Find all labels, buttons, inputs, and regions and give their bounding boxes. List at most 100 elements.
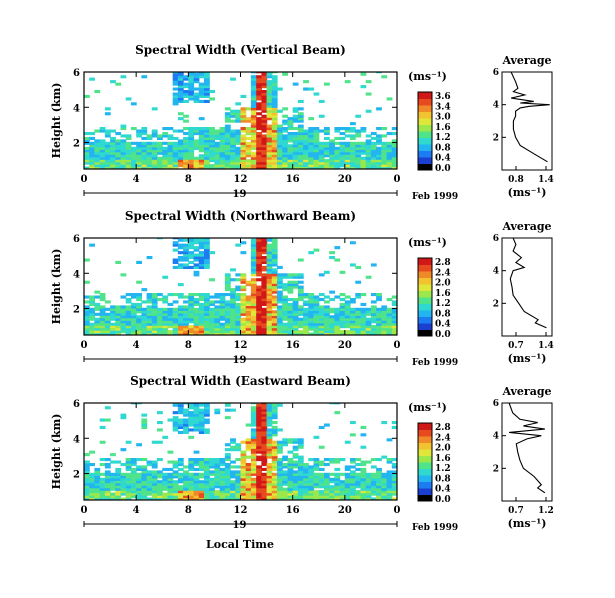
heatmap-cell [271, 97, 278, 101]
heatmap-cell [250, 428, 257, 432]
heatmap-cell [84, 151, 90, 155]
heatmap-cell [277, 134, 283, 138]
heatmap-cell [104, 144, 111, 148]
heatmap-cell [350, 465, 356, 469]
heatmap-cell [277, 330, 283, 334]
heatmap-cell [162, 320, 169, 324]
heatmap-cell [287, 139, 294, 143]
heatmap-cell [204, 156, 210, 160]
heatmap-cell [381, 312, 388, 316]
heatmap-cell [271, 497, 278, 500]
heatmap-cell [172, 156, 179, 160]
heatmap-cell [271, 310, 278, 314]
heatmap-cell [261, 243, 268, 247]
heatmap-cell [198, 129, 205, 133]
heatmap-cell [391, 141, 397, 145]
heatmap-cell [224, 408, 231, 412]
heatmap-cell [204, 246, 210, 250]
heatmap-cell [297, 455, 304, 459]
heatmap-cell [224, 312, 231, 316]
heatmap-cell [256, 139, 262, 143]
heatmap-cell [292, 460, 299, 464]
heatmap-cell [157, 497, 163, 500]
heatmap-cell [256, 470, 262, 474]
heatmap-cell [370, 480, 377, 484]
heatmap-cell [256, 332, 262, 335]
heatmap-cell [110, 151, 116, 155]
heatmap-cell [344, 497, 351, 500]
heatmap-cell [120, 273, 127, 277]
heatmap-cell [240, 330, 247, 334]
heatmap-cell [271, 458, 278, 462]
heatmap-cell [172, 312, 179, 316]
heatmap-cell [386, 307, 393, 311]
heatmap-cell [245, 423, 252, 427]
heatmap-cell [245, 480, 252, 484]
heatmap-cell [167, 332, 174, 335]
heatmap-cell [334, 136, 341, 140]
heatmap-cell [313, 330, 320, 334]
heatmap-cell [250, 465, 257, 469]
heatmap-cell [162, 300, 169, 304]
heatmap-cell [193, 75, 200, 79]
heatmap-cell [303, 146, 309, 150]
heatmap-cell [370, 307, 377, 311]
heatmap-cell [104, 406, 111, 410]
heatmap-cell [209, 497, 215, 500]
y-axis-label: Height (km) [50, 83, 63, 159]
heatmap-cell [250, 423, 257, 427]
heatmap-cell [193, 164, 200, 168]
heatmap-cell [376, 156, 382, 160]
heatmap-cell [271, 124, 278, 128]
heatmap-cell [277, 310, 283, 314]
heatmap-cell [141, 421, 148, 425]
heatmap-cell [198, 463, 205, 467]
heatmap-cell [256, 293, 262, 297]
heatmap-cell [177, 487, 184, 491]
heatmap-cell [344, 490, 351, 494]
heatmap-cell [219, 477, 226, 481]
heatmap-cell [370, 490, 377, 494]
heatmap-cell [397, 488, 403, 491]
heatmap-cell [240, 310, 247, 314]
heatmap-cell [318, 114, 325, 118]
heatmap-cell [271, 141, 278, 145]
heatmap-cell [245, 475, 252, 479]
heatmap-cell [266, 472, 273, 476]
heatmap-cell [282, 107, 288, 111]
heatmap-cell [318, 312, 325, 316]
heatmap-cell [297, 166, 304, 169]
heatmap-cell [303, 467, 309, 471]
heatmap-cell [292, 320, 299, 324]
heatmap-cell [282, 310, 288, 314]
heatmap-cell [250, 330, 257, 334]
heatmap-cell [183, 403, 189, 405]
heatmap-cell [324, 423, 330, 427]
profile-line [509, 237, 547, 329]
heatmap-cell [334, 151, 341, 155]
heatmap-cell [209, 315, 215, 319]
heatmap-cell [292, 482, 299, 486]
heatmap-cell [386, 315, 393, 319]
heatmap-cell [141, 315, 148, 319]
heatmap-cell [277, 273, 283, 277]
heatmap-cell [386, 141, 393, 145]
heatmap-cell [224, 129, 231, 133]
heatmap-cell [297, 280, 304, 284]
heatmap-cell [282, 156, 288, 160]
heatmap-cell [277, 154, 283, 158]
heatmap-cell [130, 164, 137, 168]
heatmap-cell [277, 492, 283, 496]
heatmap-cell [282, 136, 288, 140]
heatmap-cell [360, 159, 367, 163]
heatmap-cell [130, 477, 137, 481]
heatmap-cell [120, 161, 127, 165]
heatmap-cell [193, 421, 200, 425]
heatmap-cell [120, 497, 127, 500]
heatmap-cell [266, 312, 273, 316]
x-tick-label: 0 [394, 505, 401, 516]
heatmap-cell [376, 293, 382, 297]
heatmap-cell [313, 435, 320, 439]
heatmap-cell [146, 475, 153, 479]
heatmap-cell [214, 467, 221, 471]
